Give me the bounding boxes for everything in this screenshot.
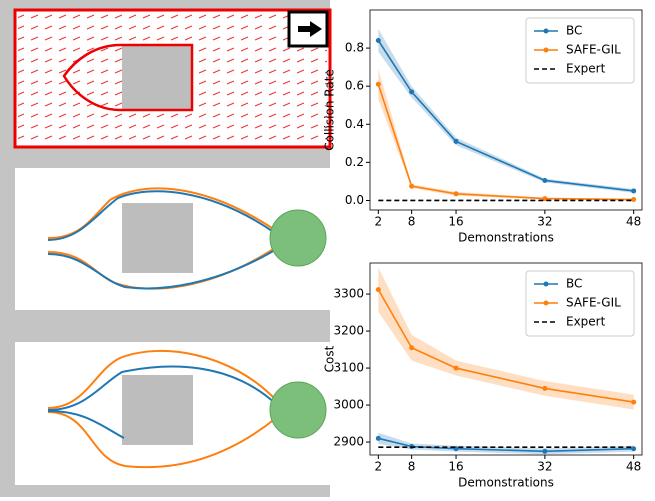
- x-tick-label: 16: [448, 460, 463, 474]
- y-tick-label: 3300: [333, 287, 364, 301]
- x-tick-label: 2: [375, 215, 383, 229]
- y-axis-label: Cost: [323, 345, 337, 372]
- y-tick-label: 0.0: [345, 193, 364, 207]
- x-tick-label: 16: [448, 215, 463, 229]
- y-tick-label: 0.4: [345, 117, 364, 131]
- y-tick-label: 3000: [333, 398, 364, 412]
- point: [376, 287, 381, 292]
- point: [631, 188, 636, 193]
- point: [631, 446, 636, 451]
- goal: [270, 210, 326, 266]
- point: [542, 178, 547, 183]
- legend-label: Expert: [566, 315, 606, 329]
- point: [542, 449, 547, 454]
- point: [376, 38, 381, 43]
- y-tick-label: 2900: [333, 435, 364, 449]
- point: [376, 436, 381, 441]
- x-tick-label: 32: [537, 215, 552, 229]
- legend-label: BC: [566, 24, 582, 38]
- point: [454, 366, 459, 371]
- left-panels: [0, 0, 330, 497]
- x-tick-label: 48: [626, 215, 641, 229]
- point: [409, 184, 414, 189]
- point: [631, 400, 636, 405]
- legend-label: SAFE-GIL: [566, 43, 621, 57]
- y-axis-label: Collision Rate: [323, 69, 337, 151]
- x-tick-label: 48: [626, 460, 641, 474]
- point: [631, 197, 636, 202]
- obstacle: [122, 45, 192, 110]
- legend-marker: [544, 301, 549, 306]
- goal: [270, 382, 326, 438]
- point: [454, 191, 459, 196]
- legend-label: Expert: [566, 62, 606, 76]
- legend-label: SAFE-GIL: [566, 296, 621, 310]
- obstacle: [122, 375, 193, 445]
- obstacle: [122, 203, 193, 273]
- legend-marker: [544, 48, 549, 53]
- y-tick-label: 0.6: [345, 79, 364, 93]
- point: [454, 139, 459, 144]
- figure: 2 8 16 32 48 0.0 0.2 0.4 0.6 0.8 Demonstrations Col…: [0, 0, 655, 497]
- error-band: [378, 69, 633, 200]
- x-tick-label: 8: [408, 215, 416, 229]
- y-tick-label: 0.8: [345, 41, 364, 55]
- charts: 2 8 16 32 48 0.0 0.2 0.4 0.6 0.8 Demonstrations Col…: [323, 10, 643, 490]
- point: [542, 386, 547, 391]
- legend-marker: [544, 29, 549, 34]
- error-band: [378, 433, 633, 454]
- x-tick-label: 2: [375, 460, 383, 474]
- y-tick-label: 3100: [333, 361, 364, 375]
- legend-label: BC: [566, 277, 582, 291]
- legend-marker: [544, 282, 549, 287]
- point: [409, 345, 414, 350]
- x-tick-label: 8: [408, 460, 416, 474]
- point: [409, 89, 414, 94]
- x-tick-label: 32: [537, 460, 552, 474]
- y-tick-label: 0.2: [345, 155, 364, 169]
- point: [376, 82, 381, 87]
- x-axis-label: Demonstrations: [458, 231, 554, 245]
- y-tick-label: 3200: [333, 324, 364, 338]
- x-axis-label: Demonstrations: [458, 476, 554, 490]
